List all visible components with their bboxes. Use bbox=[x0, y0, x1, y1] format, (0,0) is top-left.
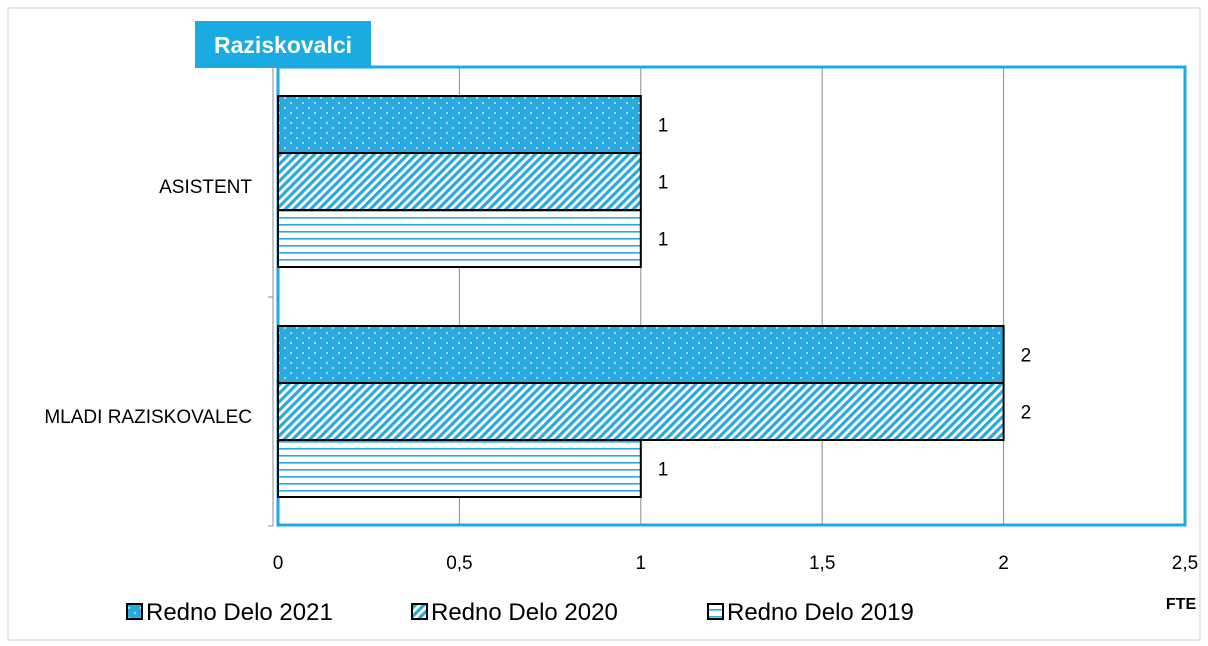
category-label: MLADI RAZISKOVALEC bbox=[44, 407, 252, 428]
legend-swatch bbox=[126, 603, 143, 620]
x-tick-label: 2 bbox=[998, 553, 1009, 574]
legend-label: Redno Delo 2021 bbox=[146, 599, 333, 626]
x-tick-label: 0,5 bbox=[446, 553, 472, 574]
bar-dots bbox=[277, 95, 642, 154]
data-label: 1 bbox=[658, 173, 669, 194]
legend-swatch bbox=[707, 603, 724, 620]
bar-dots bbox=[277, 325, 1005, 384]
bars bbox=[277, 95, 1005, 498]
bar-horizontal bbox=[277, 209, 642, 268]
y-axis bbox=[268, 66, 274, 527]
x-tick-labels: 0 0,5 1 1,5 2 2,5 bbox=[273, 553, 1199, 574]
x-tick-label: 1 bbox=[636, 553, 647, 574]
x-tick-label: 1,5 bbox=[809, 553, 835, 574]
bar-diagonal bbox=[277, 152, 642, 211]
legend-label: Redno Delo 2020 bbox=[431, 599, 618, 626]
x-tick-label: 2,5 bbox=[1172, 553, 1198, 574]
chart-title: Raziskovalci bbox=[214, 32, 352, 58]
data-label: 1 bbox=[658, 116, 669, 137]
legend-swatch bbox=[411, 603, 428, 620]
legend-label: Redno Delo 2019 bbox=[727, 599, 914, 626]
data-labels: 1 1 1 2 2 1 bbox=[658, 116, 1031, 481]
category-labels: ASISTENT MLADI RAZISKOVALEC bbox=[44, 177, 252, 428]
x-axis-label: FTE bbox=[1166, 596, 1197, 613]
bar-horizontal bbox=[277, 439, 642, 498]
x-tick-label: 0 bbox=[273, 553, 284, 574]
category-label: ASISTENT bbox=[159, 177, 252, 198]
bar-diagonal bbox=[277, 382, 1005, 441]
data-label: 2 bbox=[1021, 346, 1032, 367]
data-label: 1 bbox=[658, 460, 669, 481]
data-label: 2 bbox=[1021, 403, 1032, 424]
data-label: 1 bbox=[658, 230, 669, 251]
plot-area-border bbox=[276, 65, 1187, 527]
chart-title-box bbox=[195, 21, 371, 68]
legend: Redno Delo 2021 Redno Delo 2020 Redno Delo… bbox=[126, 599, 914, 626]
